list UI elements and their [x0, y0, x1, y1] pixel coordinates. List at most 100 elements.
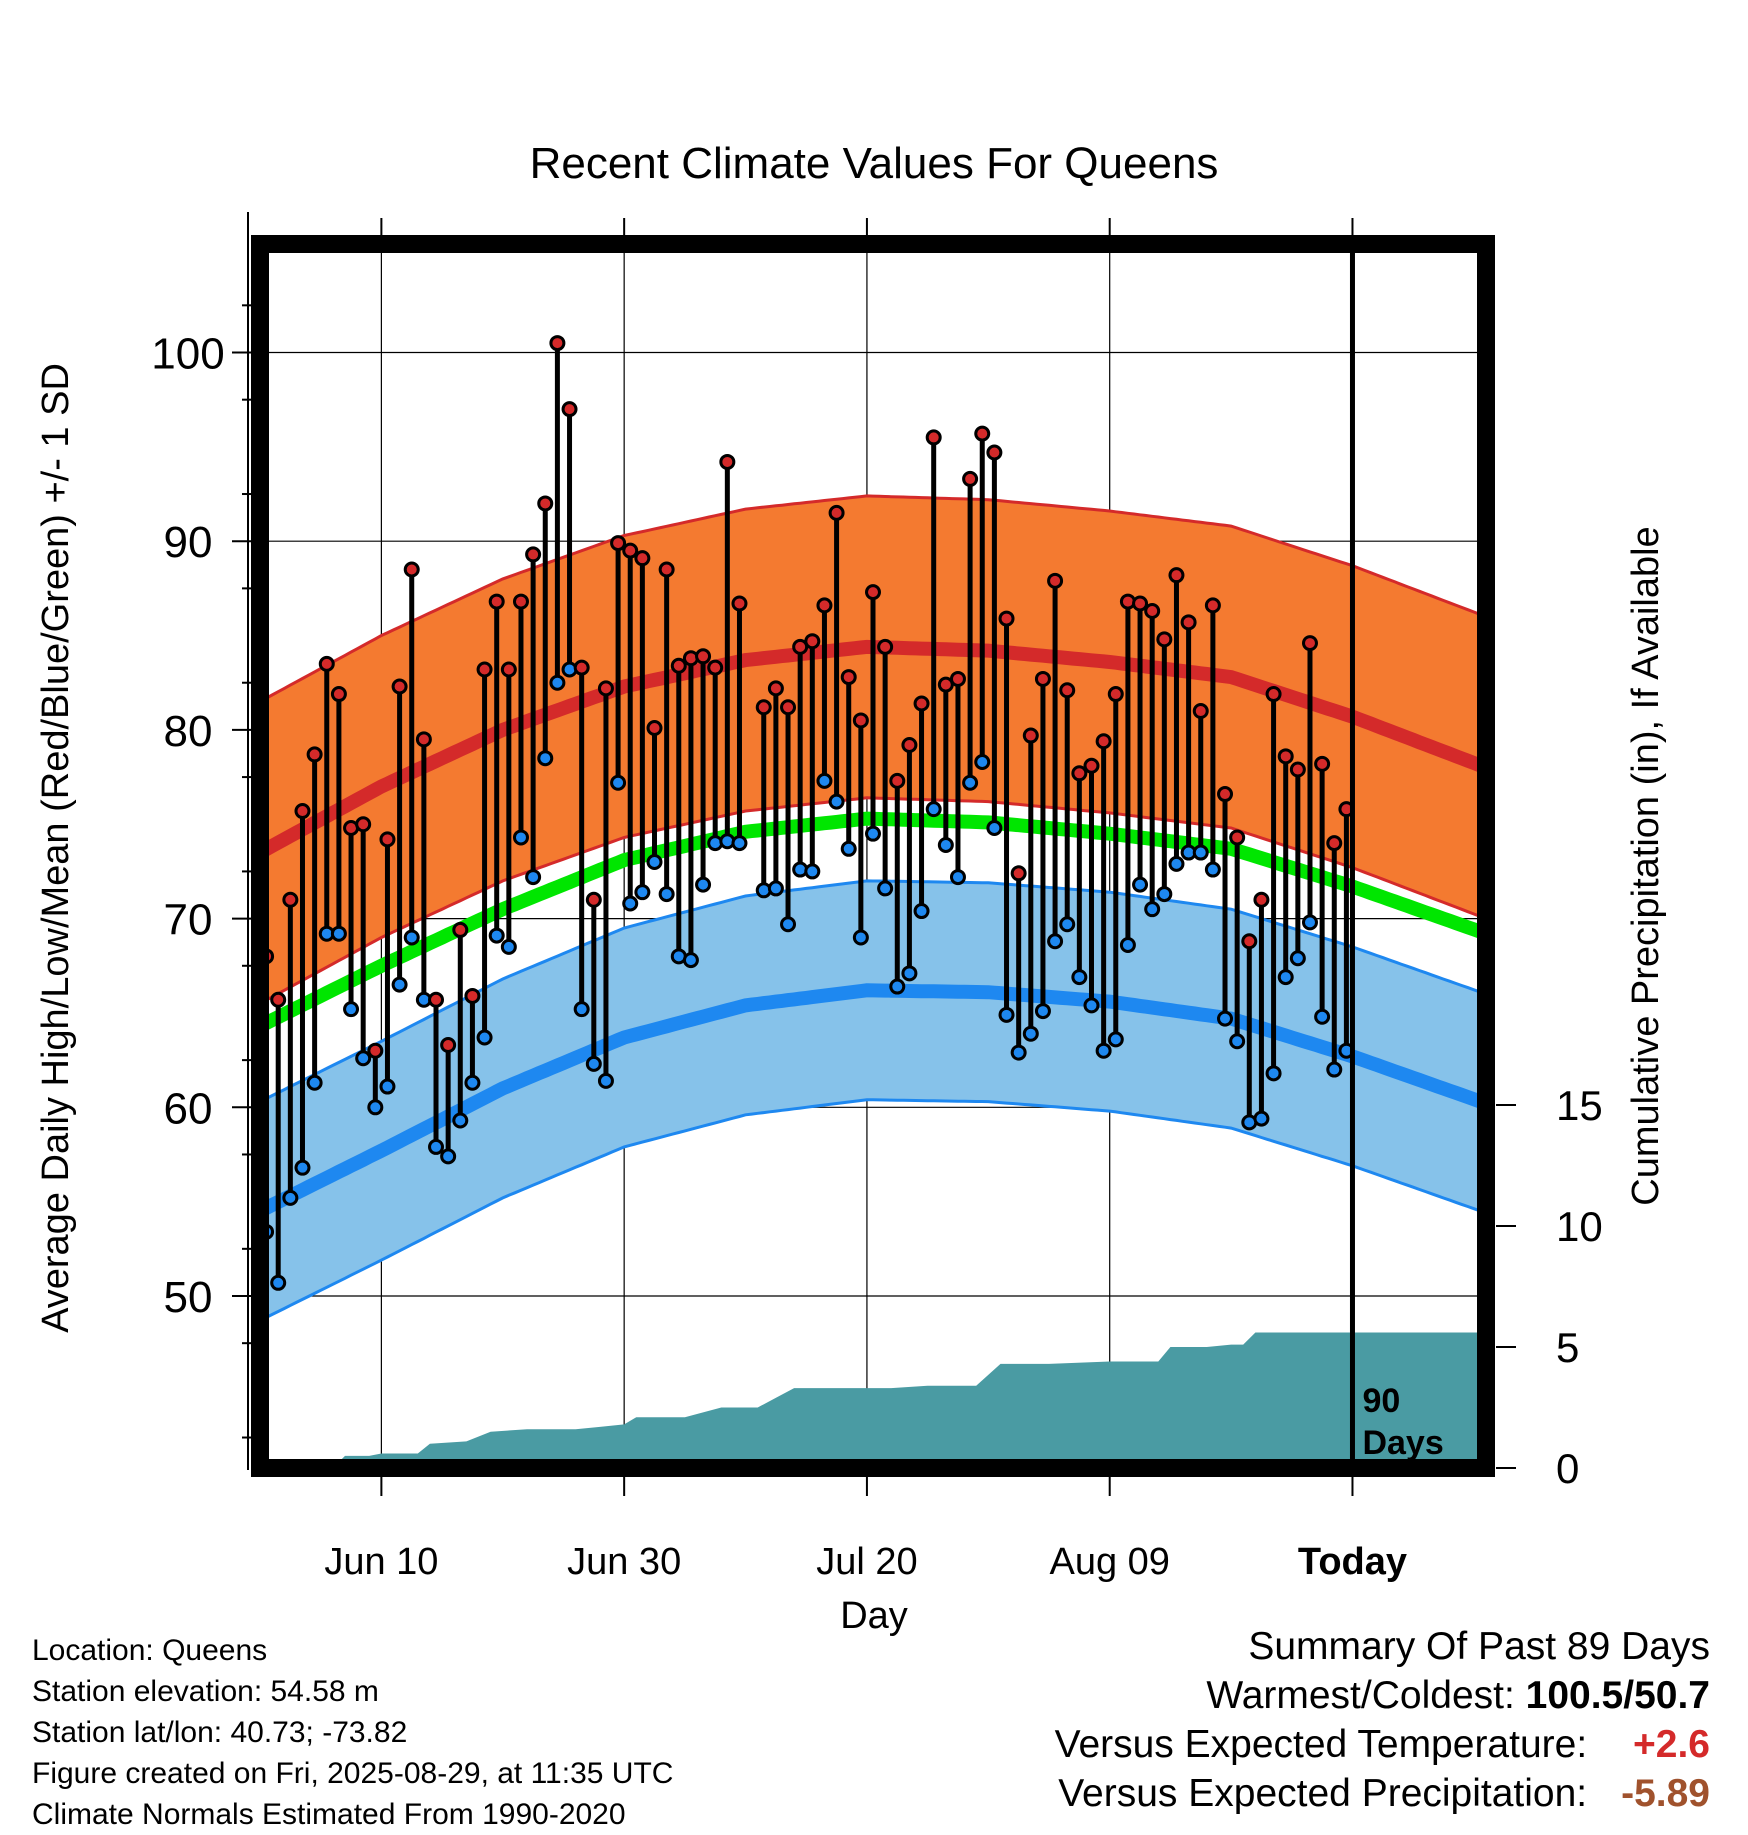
daily-high-point: [585, 891, 602, 908]
daily-low-point: [1204, 861, 1221, 878]
daily-low-point: [1265, 1065, 1282, 1082]
daily-high-point: [1314, 755, 1331, 772]
daily-high-point: [962, 470, 979, 487]
daily-high-point: [658, 561, 675, 578]
warm-cold-row: Warmest/Coldest: 100.5/50.7: [1055, 1671, 1710, 1720]
daily-high-point: [1277, 748, 1294, 765]
daily-high-point: [816, 597, 833, 614]
daily-low-point: [1132, 876, 1149, 893]
plot-area: 90 Days 50 60 70 80 90 100 0 5 10 15 Jun 10 Jun 30 Jul…: [151, 212, 1603, 1583]
daily-high-point: [464, 987, 481, 1004]
daily-high-point: [901, 736, 918, 753]
daily-low-point: [828, 793, 845, 810]
daily-low-point: [852, 929, 869, 946]
daily-low-point: [1289, 950, 1306, 967]
daily-high-point: [1217, 786, 1234, 803]
daily-high-point: [1156, 631, 1173, 648]
daily-high-point: [1289, 761, 1306, 778]
daily-low-point: [780, 916, 797, 933]
daily-low-point: [1059, 916, 1076, 933]
daily-low-point: [464, 1074, 481, 1091]
daily-high-point: [1034, 670, 1051, 687]
daily-low-point: [913, 903, 930, 920]
precip-row: Versus Expected Precipitation: -5.89: [1055, 1769, 1710, 1818]
daily-high-point: [367, 1042, 384, 1059]
daily-low-point: [585, 1055, 602, 1072]
daily-high-point: [1071, 765, 1088, 782]
daily-low-point: [962, 774, 979, 791]
daily-low-point: [512, 829, 529, 846]
daily-high-point: [270, 991, 287, 1008]
daily-low-point: [1047, 933, 1064, 950]
temp-value: +2.6: [1633, 1723, 1710, 1766]
daily-high-point: [512, 593, 529, 610]
x-axis-ticks: [380, 218, 1354, 1496]
daily-high-point: [282, 891, 299, 908]
daily-low-point: [682, 952, 699, 969]
daily-high-point: [840, 669, 857, 686]
daily-low-point: [440, 1148, 457, 1165]
low-band-edge-top: [260, 879, 1486, 1103]
daily-low-point: [597, 1072, 614, 1089]
y-tick-label: 90: [164, 518, 213, 567]
daily-low-point: [1168, 855, 1185, 872]
temp-label: Versus Expected Temperature:: [1054, 1723, 1588, 1766]
high-band-edge-top: [260, 494, 1486, 703]
low-band-edge-bottom: [260, 1098, 1486, 1322]
daily-low-point: [731, 835, 748, 852]
daily-high-point: [877, 638, 894, 655]
daily-low-point: [986, 820, 1003, 837]
daily-high-point: [452, 921, 469, 938]
daily-low-point: [1144, 901, 1161, 918]
daily-high-point: [500, 661, 517, 678]
daily-low-point: [622, 895, 639, 912]
daily-high-point: [670, 657, 687, 674]
temp-row: Versus Expected Temperature: +2.6: [1055, 1720, 1710, 1769]
daily-high-point: [913, 695, 930, 712]
daily-low-point: [1301, 914, 1318, 931]
daily-high-point: [1229, 829, 1246, 846]
daily-low-point: [974, 753, 991, 770]
daily-high-point: [1144, 603, 1161, 620]
created-text: Figure created on Fri, 2025-08-29, at 11…: [32, 1757, 674, 1790]
daily-high-point: [610, 535, 627, 552]
daily-low-point: [476, 1029, 493, 1046]
daily-low-point: [500, 938, 517, 955]
y2-tick-label: 15: [1556, 1082, 1603, 1129]
daily-high-point: [731, 595, 748, 612]
daily-low-point: [525, 869, 542, 886]
x-tick-label: Today: [1298, 1541, 1407, 1583]
daily-low-point: [573, 1001, 590, 1018]
daily-high-point: [925, 429, 942, 446]
chart-title: Recent Climate Values For Queens: [530, 139, 1219, 188]
y-tick-label: 60: [164, 1084, 213, 1133]
daily-high-point: [415, 731, 432, 748]
warm-cold-value: 100.5/50.7: [1525, 1674, 1710, 1717]
normals-text: Climate Normals Estimated From 1990-2020: [32, 1798, 626, 1831]
y-axis-ticks: [232, 212, 252, 1470]
warm-cold-label: Warmest/Coldest:: [1206, 1674, 1515, 1717]
daily-low-point: [282, 1189, 299, 1206]
daily-low-point: [294, 1159, 311, 1176]
daily-high-point: [1326, 835, 1343, 852]
daily-low-point: [1217, 1010, 1234, 1027]
daily-low-point: [998, 1006, 1015, 1023]
daily-high-point: [428, 991, 445, 1008]
daily-high-point: [828, 504, 845, 521]
daily-low-point: [1119, 937, 1136, 954]
daily-low-point: [549, 674, 566, 691]
daily-low-point: [767, 880, 784, 897]
daily-low-point: [1010, 1044, 1027, 1061]
daily-low-point: [901, 965, 918, 982]
daily-high-point: [391, 678, 408, 695]
daily-high-point: [440, 1037, 457, 1054]
x-axis-label: Day: [840, 1595, 908, 1637]
today-days-label-1: 90: [1362, 1382, 1400, 1420]
normal-low-line: [260, 983, 1486, 1218]
y-tick-label: 100: [151, 330, 224, 379]
daily-low-point: [1095, 1042, 1112, 1059]
daily-high-point: [355, 816, 372, 833]
daily-high-point: [1010, 865, 1027, 882]
daily-low-point: [1229, 1033, 1246, 1050]
